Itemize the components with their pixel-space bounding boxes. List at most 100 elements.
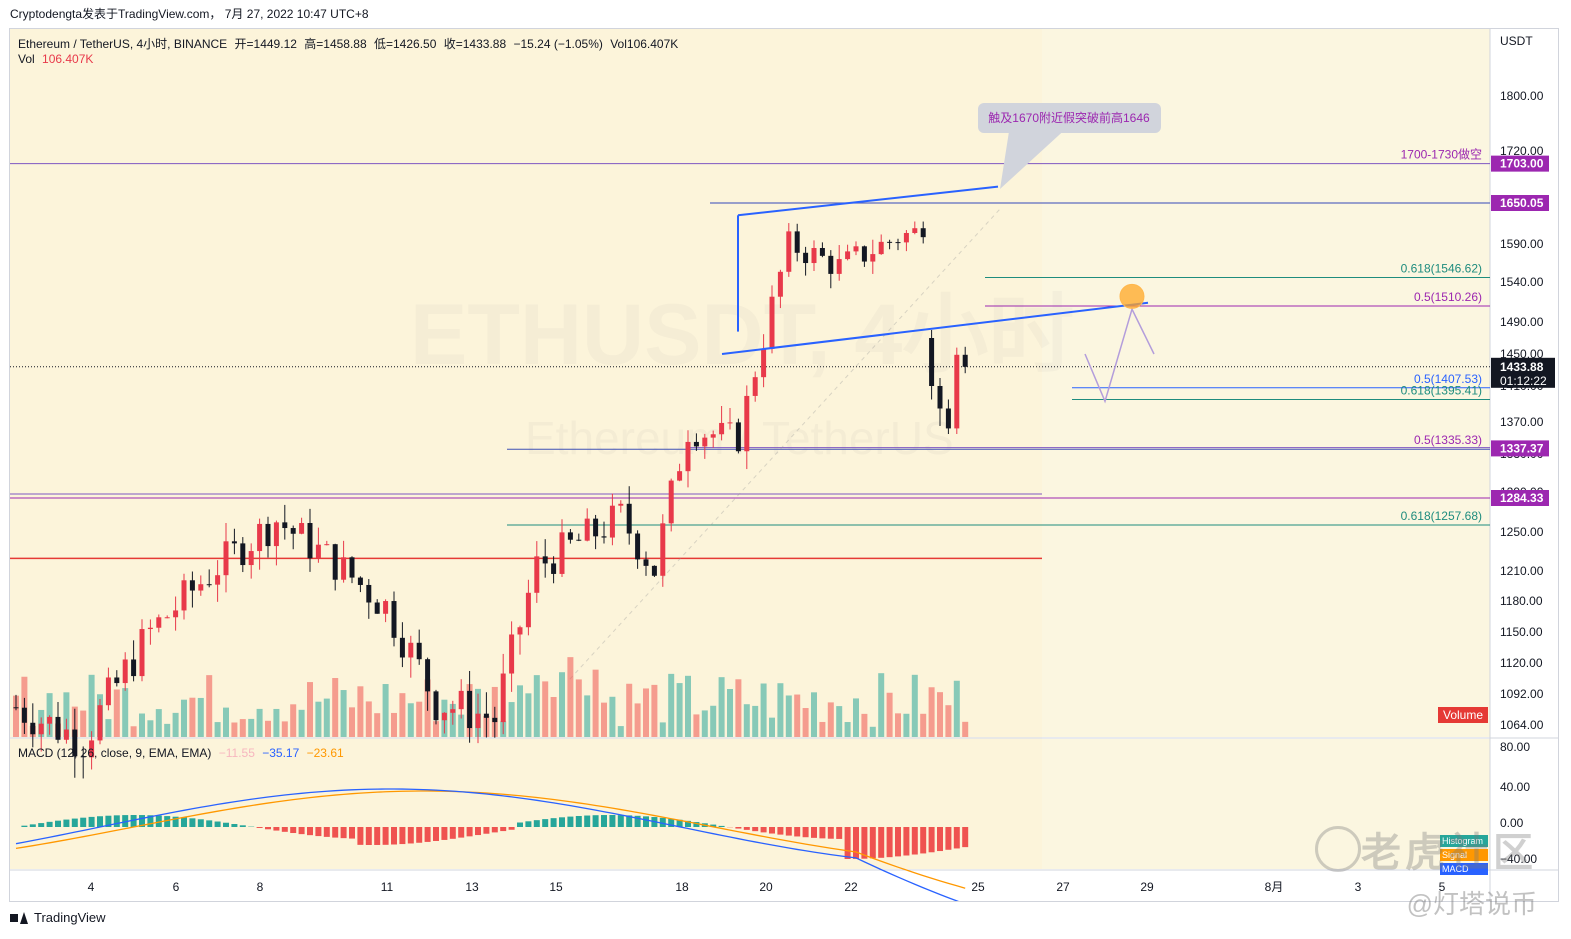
candle-body: [366, 584, 372, 603]
candle-body: [626, 503, 632, 534]
candle-body: [307, 523, 313, 559]
macd-legend: MACD (12, 26, close, 9, EMA, EMA) −11.55…: [18, 746, 348, 760]
volume-bar: [920, 713, 927, 737]
macd-pane-bg: [10, 739, 1490, 869]
volume-badge-bg: [1438, 707, 1488, 723]
macd-name[interactable]: MACD (12, 26, close, 9, EMA, EMA): [18, 746, 212, 760]
y-tick-label: 1064.00: [1500, 718, 1544, 732]
volume-bar: [819, 721, 826, 737]
volume-bar: [853, 698, 859, 737]
y-tick-label: 1370.00: [1500, 415, 1544, 429]
candle-body: [198, 584, 204, 591]
x-tick-label: 4: [88, 880, 95, 894]
macd-hist-bar: [332, 827, 339, 838]
macd-hist-bar: [827, 827, 834, 839]
macd-hist-bar: [819, 827, 826, 839]
macd-hist-bar: [80, 817, 87, 827]
candle-body: [845, 251, 851, 260]
volume-bar: [231, 722, 238, 737]
y-tick-label: 1120.00: [1500, 656, 1543, 670]
volume-bar: [172, 712, 179, 737]
candle-body: [903, 232, 909, 243]
macd-hist-bar: [433, 827, 439, 841]
level-label: 0.5(1335.33): [1414, 433, 1482, 447]
volume-bar: [273, 708, 280, 737]
candle-body: [509, 634, 515, 674]
volume-bar: [802, 708, 809, 737]
volume-bar: [281, 721, 288, 737]
level-label: 0.618(1395.41): [1401, 384, 1482, 398]
volume-bar: [139, 713, 145, 737]
volume-bar: [542, 681, 549, 737]
macd-hist-bar: [533, 820, 540, 827]
macd-tick-label: 0.00: [1500, 816, 1524, 830]
candle-body: [441, 712, 447, 721]
macd-hist-bar: [634, 815, 641, 827]
volume-bar: [743, 704, 750, 737]
macd-hist-bar: [769, 827, 775, 834]
x-tick-label: 29: [1140, 880, 1154, 894]
vol-name[interactable]: Vol: [18, 52, 35, 66]
candle-body: [525, 592, 531, 628]
candle-body: [710, 434, 716, 438]
candle-body: [794, 231, 800, 253]
target-circle: [1119, 283, 1145, 309]
main-pane-bg: [10, 29, 1490, 737]
candle-body: [189, 580, 195, 591]
pair-title[interactable]: Ethereum / TetherUS, 4小时, BINANCE: [18, 37, 228, 51]
candle-body: [80, 756, 86, 758]
candle-body: [819, 248, 825, 256]
macd-hist-bar: [508, 827, 515, 830]
volume-bar: [928, 687, 935, 737]
macd-hist-bar: [626, 815, 633, 827]
candle-body: [341, 557, 347, 580]
macd-tick-label: −40.00: [1500, 852, 1537, 866]
candles: [13, 221, 968, 779]
site-watermark: 老虎社区: [1361, 831, 1537, 875]
macd-hist-bar: [113, 815, 120, 827]
macd-hist-bar: [802, 827, 809, 838]
x-tick-label: 11: [381, 880, 394, 894]
currency-label: USDT: [1500, 34, 1533, 48]
volume-bar: [760, 683, 767, 737]
chart-frame[interactable]: ETHUSDT, 4小时 Ethereum / TetherUS 1700-1730…: [9, 28, 1559, 902]
candle-body: [332, 544, 338, 580]
macd-hist-bar: [542, 819, 549, 827]
candle-body: [584, 518, 590, 541]
candle-body: [315, 544, 321, 559]
y-tick-label: 1180.00: [1500, 594, 1543, 608]
macd-hist-bar: [46, 821, 53, 827]
candle-body: [559, 532, 565, 574]
volume-bar: [197, 697, 204, 737]
volume-bar: [46, 693, 53, 737]
candle-body: [47, 716, 53, 724]
candle-body: [727, 422, 733, 424]
candle-body: [114, 677, 120, 684]
macd-hist-bar: [164, 816, 171, 827]
volume-bar: [256, 708, 263, 737]
price-tag-label: 1284.33: [1500, 491, 1544, 505]
candle-body: [450, 709, 456, 713]
macd-hist-bar: [214, 821, 221, 827]
macd-tag-macd-bg: [1440, 863, 1488, 875]
candle-body: [542, 556, 548, 564]
volume-bar: [525, 693, 532, 737]
symbol-legend: Ethereum / TetherUS, 4小时, BINANCE 开=1449…: [18, 35, 682, 52]
macd-hist-bar: [836, 827, 843, 839]
macd-hist-bar: [861, 827, 868, 859]
candle-body: [147, 627, 153, 630]
candle-body: [719, 422, 725, 435]
volume-bar: [399, 693, 406, 737]
candle-body: [89, 740, 95, 758]
y-tick-label: 1250.00: [1500, 525, 1544, 539]
candle-body: [173, 610, 179, 618]
channel-lower: [721, 301, 1149, 355]
candle-body: [945, 408, 951, 429]
macd-hist-bar: [449, 827, 456, 839]
footer-brand[interactable]: TradingView: [10, 910, 106, 925]
level-label: 0.5(1510.26): [1414, 290, 1482, 304]
macd-hist-bar: [811, 827, 817, 838]
macd-hist-bar: [617, 815, 624, 827]
candle-body: [761, 348, 767, 378]
